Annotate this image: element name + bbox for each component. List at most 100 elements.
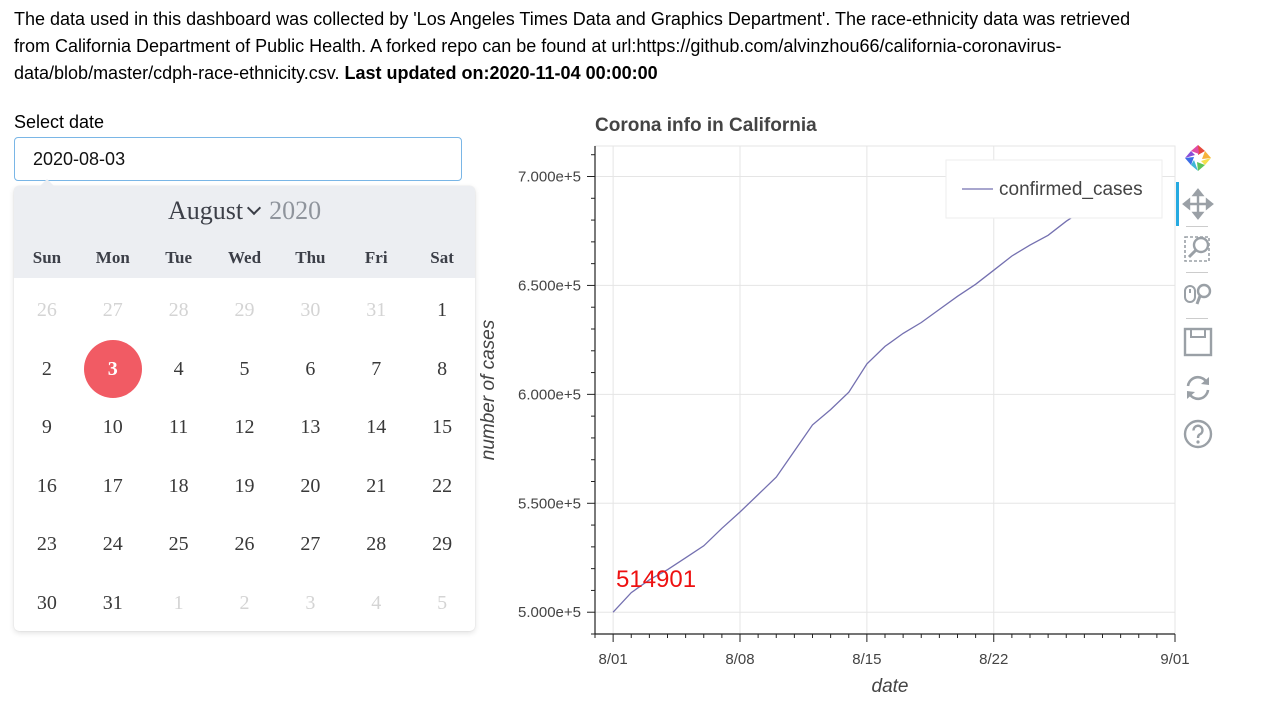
calendar-day[interactable]: 13	[277, 398, 343, 457]
calendar-day[interactable]: 4	[343, 574, 409, 633]
weekday-wed: Wed	[227, 248, 262, 267]
calendar-day[interactable]: 25	[146, 515, 212, 574]
toolbar-separator	[1186, 226, 1208, 227]
y-tick-label: 6.500e+5	[518, 277, 581, 294]
calendar-day[interactable]: 28	[146, 281, 212, 340]
calendar-day[interactable]: 30	[14, 574, 80, 633]
help-icon[interactable]	[1182, 418, 1214, 450]
calendar-day[interactable]: 6	[277, 340, 343, 399]
calendar-day-number: 18	[168, 474, 189, 497]
calendar-day[interactable]: 14	[343, 398, 409, 457]
calendar-day-number: 12	[234, 416, 255, 438]
intro-text: The data used in this dashboard was coll…	[14, 6, 1164, 87]
calendar-day[interactable]: 29	[212, 281, 278, 340]
chart-title: Corona info in California	[595, 115, 817, 136]
save-icon[interactable]	[1182, 326, 1214, 358]
calendar-day[interactable]: 23	[14, 515, 80, 574]
calendar-day[interactable]: 20	[277, 457, 343, 516]
calendar-header: August 2020 Sun Mon Tue Wed Thu Fri Sat	[14, 186, 475, 278]
calendar-day[interactable]: 19	[212, 457, 278, 516]
calendar-day[interactable]: 1	[146, 574, 212, 633]
calendar-day[interactable]: 2	[14, 340, 80, 399]
calendar-day-number: 20	[300, 474, 321, 497]
calendar-day[interactable]: 4	[146, 340, 212, 399]
reset-icon[interactable]	[1182, 372, 1214, 404]
x-tick-label: 9/01	[1160, 651, 1189, 668]
calendar-day[interactable]: 8	[409, 340, 475, 399]
calendar-day-number: 9	[41, 416, 52, 438]
calendar-day-number: 27	[102, 299, 123, 321]
calendar-day[interactable]: 27	[277, 515, 343, 574]
calendar-day[interactable]: 17	[80, 457, 146, 516]
weekday-sun: Sun	[32, 248, 62, 267]
calendar-day[interactable]: 30	[277, 281, 343, 340]
calendar-day[interactable]: 27	[80, 281, 146, 340]
calendar-day-number: 29	[234, 299, 255, 321]
value-annotation: 514901	[616, 566, 696, 593]
y-axis-label: number of cases	[478, 319, 499, 460]
calendar-day-number: 31	[102, 591, 123, 614]
calendar-day-number: 15	[432, 416, 453, 438]
y-tick-label: 7.000e+5	[518, 169, 581, 186]
x-axis-label: date	[872, 676, 909, 697]
x-tick-label: 8/15	[852, 651, 881, 668]
calendar-day-number: 8	[437, 357, 448, 380]
calendar-day[interactable]: 26	[14, 281, 80, 340]
calendar-day[interactable]: 31	[343, 281, 409, 340]
calendar-day-number: 3	[107, 357, 118, 380]
weekday-tue: Tue	[165, 248, 193, 267]
calendar-day[interactable]: 11	[146, 398, 212, 457]
calendar-day[interactable]: 18	[146, 457, 212, 516]
calendar-day-number: 2	[239, 591, 250, 614]
calendar-day[interactable]: 5	[409, 574, 475, 633]
y-tick-label: 5.500e+5	[518, 495, 581, 512]
date-input[interactable]	[14, 137, 462, 181]
calendar-day[interactable]: 31	[80, 574, 146, 633]
calendar-day-number: 21	[366, 474, 387, 497]
weekday-thu: Thu	[295, 248, 326, 267]
calendar-day-number: 26	[234, 533, 255, 555]
calendar-day-number: 4	[371, 591, 382, 614]
calendar-day[interactable]: 3	[277, 574, 343, 633]
calendar-day-number: 29	[432, 533, 453, 555]
y-tick-label: 6.000e+5	[518, 386, 581, 403]
calendar-day[interactable]: 22	[409, 457, 475, 516]
chart-toolbar	[1176, 140, 1226, 460]
calendar-day[interactable]: 16	[14, 457, 80, 516]
calendar-day[interactable]: 15	[409, 398, 475, 457]
bokeh-logo-icon[interactable]	[1182, 142, 1214, 174]
toolbar-separator	[1186, 272, 1208, 273]
calendar-day[interactable]: 21	[343, 457, 409, 516]
wheel-zoom-icon[interactable]	[1182, 278, 1214, 310]
calendar-day[interactable]: 26	[212, 515, 278, 574]
calendar-day-number: 19	[234, 474, 255, 497]
calendar-day-number: 16	[36, 474, 57, 497]
calendar-day[interactable]: 5	[212, 340, 278, 399]
series-line-confirmed-cases[interactable]	[612, 165, 1158, 613]
calendar-day-number: 3	[305, 591, 316, 614]
calendar-day[interactable]: 12	[212, 398, 278, 457]
calendar-day[interactable]: 28	[343, 515, 409, 574]
month-select[interactable]: August	[167, 196, 244, 225]
calendar-day-number: 23	[36, 533, 57, 555]
calendar-day-number: 14	[366, 416, 387, 438]
calendar-day[interactable]: 29	[409, 515, 475, 574]
calendar-day[interactable]: 24	[80, 515, 146, 574]
calendar-day-number: 24	[102, 533, 123, 555]
calendar-day-number: 1	[173, 591, 184, 614]
calendar-day[interactable]: 10	[80, 398, 146, 457]
calendar-day-number: 7	[371, 357, 382, 380]
calendar-day[interactable]: 9	[14, 398, 80, 457]
calendar-day-selected[interactable]: 3	[80, 339, 146, 399]
year-input[interactable]: 2020	[269, 196, 322, 225]
weekday-mon: Mon	[95, 248, 130, 267]
calendar-day-number: 13	[300, 416, 321, 438]
calendar-day[interactable]: 2	[212, 574, 278, 633]
box-zoom-icon[interactable]	[1182, 232, 1214, 264]
calendar-day[interactable]: 1	[409, 281, 475, 340]
calendar-day[interactable]: 7	[343, 340, 409, 399]
pan-icon[interactable]	[1182, 188, 1214, 220]
calendar-day-number: 5	[437, 591, 448, 614]
calendar-day-number: 28	[168, 299, 189, 321]
